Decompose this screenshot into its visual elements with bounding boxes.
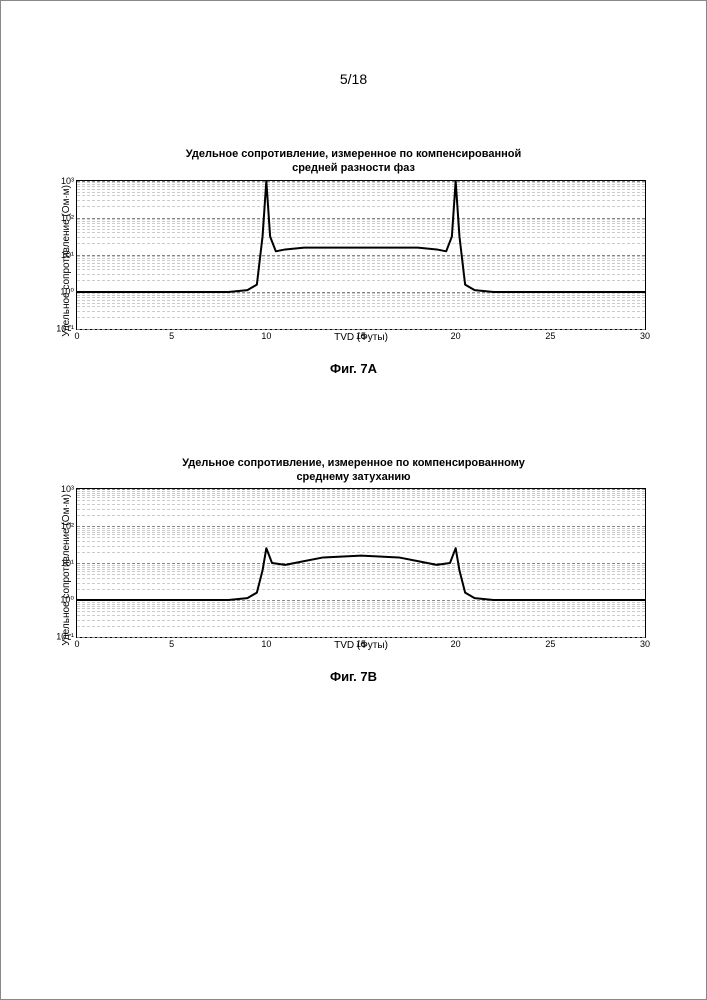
xtick-label: 5 [169, 637, 174, 649]
ytick-label: 10³ [61, 176, 77, 186]
chart-a-caption: Фиг. 7A [61, 361, 646, 376]
chart-b: Удельное сопротивление, измеренное по ко… [61, 456, 646, 685]
chart-a-plot-wrap: 10⁻¹10⁰10¹10²10³051015202530 TVD (Футы) [76, 180, 646, 343]
chart-b-area: Удельное сопротивление (Ом·м) 10⁻¹10⁰10¹… [61, 488, 646, 651]
chart-a-area: Удельное сопротивление (Ом·м) 10⁻¹10⁰10¹… [61, 180, 646, 343]
xtick-label: 25 [545, 329, 555, 341]
page-number: 5/18 [61, 71, 646, 87]
chart-b-title-line2: среднему затуханию [61, 470, 646, 484]
chart-a-title: Удельное сопротивление, измеренное по ко… [61, 147, 646, 176]
xtick-label: 20 [451, 637, 461, 649]
xtick-label: 5 [169, 329, 174, 341]
xtick-label: 15 [356, 637, 366, 649]
ytick-label: 10¹ [61, 250, 77, 260]
xtick-label: 10 [261, 329, 271, 341]
chart-a-title-line2: средней разности фаз [61, 161, 646, 175]
chart-b-title: Удельное сопротивление, измеренное по ко… [61, 456, 646, 485]
ytick-label: 10⁰ [60, 286, 77, 297]
ytick-label: 10² [61, 521, 77, 531]
xtick-label: 15 [356, 329, 366, 341]
xtick-label: 30 [640, 329, 650, 341]
xtick-label: 0 [74, 637, 79, 649]
chart-a-plot: 10⁻¹10⁰10¹10²10³051015202530 [76, 180, 646, 330]
ytick-label: 10² [61, 213, 77, 223]
chart-a: Удельное сопротивление, измеренное по ко… [61, 147, 646, 376]
xtick-label: 25 [545, 637, 555, 649]
chart-b-title-line1: Удельное сопротивление, измеренное по ко… [61, 456, 646, 470]
chart-a-ylabel: Удельное сопротивление (Ом·м) [61, 185, 72, 337]
chart-b-plot-wrap: 10⁻¹10⁰10¹10²10³051015202530 TVD (Футы) [76, 488, 646, 651]
page: 5/18 Удельное сопротивление, измеренное … [0, 0, 707, 1000]
ytick-label: 10³ [61, 484, 77, 494]
xtick-label: 0 [74, 329, 79, 341]
ytick-label: 10¹ [61, 558, 77, 568]
chart-b-plot: 10⁻¹10⁰10¹10²10³051015202530 [76, 488, 646, 638]
xtick-label: 20 [451, 329, 461, 341]
ytick-label: 10⁰ [60, 595, 77, 606]
chart-b-ylabel: Удельное сопротивление (Ом·м) [61, 494, 72, 646]
chart-a-title-line1: Удельное сопротивление, измеренное по ко… [61, 147, 646, 161]
xtick-label: 10 [261, 637, 271, 649]
chart-b-caption: Фиг. 7B [61, 669, 646, 684]
xtick-label: 30 [640, 637, 650, 649]
